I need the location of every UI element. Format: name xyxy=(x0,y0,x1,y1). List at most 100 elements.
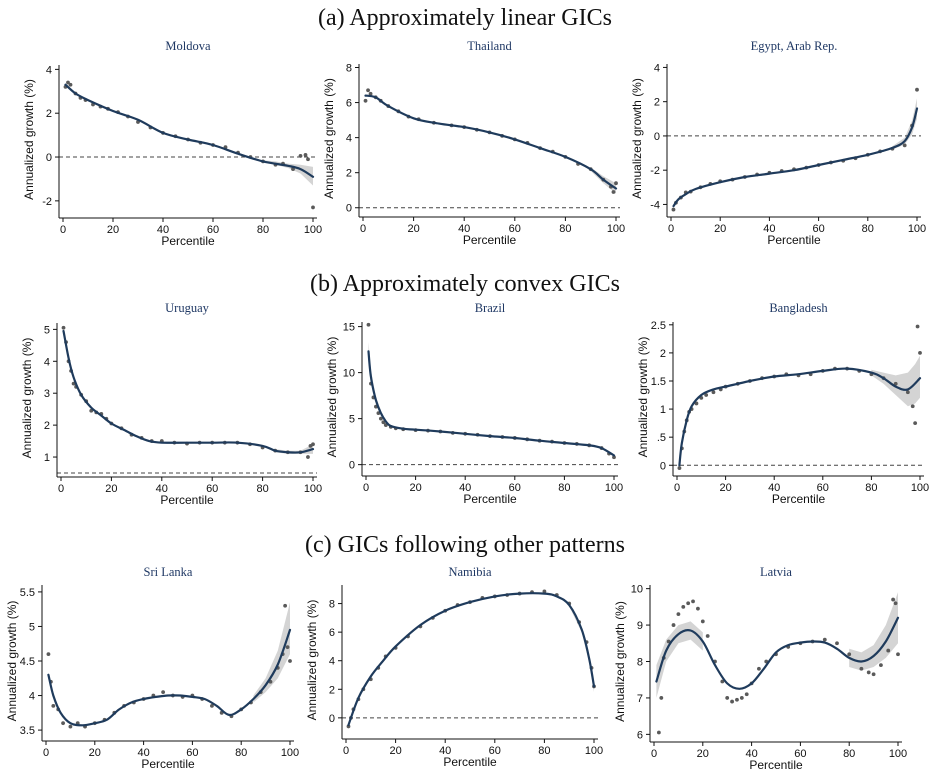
y-axis-label: Annualized growth (%) xyxy=(322,78,336,199)
fit-line xyxy=(347,592,596,727)
confidence-band xyxy=(263,160,313,186)
y-tick-label: 5 xyxy=(349,414,355,426)
x-tick-label: 60 xyxy=(509,482,521,494)
fit-line xyxy=(655,616,900,690)
y-tick-label: 4 xyxy=(44,356,50,368)
x-axis-label: Percentile xyxy=(463,492,517,506)
data-point xyxy=(893,601,898,606)
data-point xyxy=(68,724,73,729)
x-tick-label: 80 xyxy=(559,223,571,235)
data-point xyxy=(725,696,730,700)
data-point xyxy=(902,143,907,148)
y-tick-label: .5 xyxy=(657,432,666,444)
x-tick-label: 80 xyxy=(865,482,877,494)
x-tick-label: 20 xyxy=(107,224,119,236)
y-tick-label: -2 xyxy=(42,196,52,208)
x-tick-label: 100 xyxy=(889,748,907,760)
y-tick-label: 8 xyxy=(637,657,643,669)
x-tick-label: 80 xyxy=(256,483,268,495)
panel-title: Latvia xyxy=(760,565,792,579)
data-point xyxy=(51,704,56,708)
confidence-band xyxy=(871,355,920,407)
y-tick-label: 4 xyxy=(46,64,52,76)
data-point xyxy=(66,80,70,85)
x-tick-label: 80 xyxy=(235,747,247,759)
data-point xyxy=(871,672,876,677)
section-title-b: (b) Approximately convex GICs xyxy=(310,271,620,297)
x-tick-label: 60 xyxy=(186,747,198,759)
fit-line xyxy=(364,94,618,190)
data-point xyxy=(677,466,682,470)
data-point xyxy=(283,603,288,608)
data-point xyxy=(720,679,725,684)
data-point xyxy=(896,652,900,657)
y-tick-label: 5 xyxy=(29,621,35,633)
data-point xyxy=(735,697,739,702)
y-tick-label: 8 xyxy=(329,599,335,611)
x-tick-label: 100 xyxy=(908,223,926,235)
data-point xyxy=(730,699,734,704)
x-tick-label: 40 xyxy=(156,483,168,495)
data-point xyxy=(705,634,710,638)
y-tick-label: 2 xyxy=(44,420,50,432)
section-title-a: (a) Approximately linear GICs xyxy=(318,5,612,31)
y-tick-label: 8 xyxy=(346,63,352,75)
data-point xyxy=(891,597,896,602)
data-point xyxy=(671,623,676,627)
data-point xyxy=(910,404,915,409)
data-point xyxy=(68,82,73,87)
panel-title: Uruguay xyxy=(165,301,209,315)
x-tick-label: 60 xyxy=(489,745,501,757)
data-point xyxy=(757,666,761,671)
y-tick-label: 4 xyxy=(346,133,352,145)
data-point xyxy=(210,704,214,708)
panel-title: Thailand xyxy=(467,39,512,53)
data-point xyxy=(704,393,709,397)
data-point xyxy=(161,690,166,694)
y-tick-label: -4 xyxy=(650,199,660,211)
panel-thailand: Thailand 0 20 40 60 80 100 0 2 4 6 8 Percentile Annua… xyxy=(322,39,625,247)
x-tick-label: 20 xyxy=(105,483,117,495)
data-point xyxy=(288,659,292,663)
panel-uruguay: Uruguay 0 20 40 60 80 100 1 2 3 4 5 Percentile Annual… xyxy=(20,301,322,507)
x-tick-label: 0 xyxy=(668,223,674,235)
data-point xyxy=(744,692,749,697)
x-tick-label: 40 xyxy=(768,482,780,494)
data-point xyxy=(835,641,839,646)
y-tick-label: 10 xyxy=(631,584,643,596)
panel-egypt-arab-rep: Egypt, Arab Rep. 0 20 40 60 80 100 -4 -2 0 2 4 Perce… xyxy=(630,39,926,247)
x-tick-label: 100 xyxy=(304,483,322,495)
data-point xyxy=(303,152,308,157)
fit-line xyxy=(367,350,616,457)
confidence-band xyxy=(849,592,898,671)
y-tick-label: 6 xyxy=(346,98,352,110)
x-tick-label: 80 xyxy=(862,223,874,235)
y-tick-label: 2 xyxy=(660,348,666,360)
x-axis-label: Percentile xyxy=(161,234,215,248)
data-point xyxy=(918,350,922,355)
fit-line xyxy=(64,83,315,178)
x-tick-label: 0 xyxy=(58,483,64,495)
x-tick-label: 40 xyxy=(763,223,775,235)
data-point xyxy=(915,87,919,92)
data-point xyxy=(671,207,676,212)
data-point xyxy=(859,666,864,671)
data-point xyxy=(61,721,65,726)
x-tick-label: 40 xyxy=(745,748,757,760)
x-axis-label: Percentile xyxy=(443,755,497,769)
data-point xyxy=(879,663,883,668)
x-tick-label: 0 xyxy=(60,224,66,236)
x-tick-label: 0 xyxy=(43,747,49,759)
y-tick-label: 6 xyxy=(637,729,643,741)
y-tick-label: 4.5 xyxy=(20,656,35,668)
x-axis-label: Percentile xyxy=(772,492,826,506)
x-tick-label: 100 xyxy=(607,223,625,235)
x-tick-label: 40 xyxy=(439,745,451,757)
x-tick-label: 60 xyxy=(509,223,521,235)
panel-latvia: Latvia 0 20 40 60 80 100 6 7 8 9 10 Percentile Annual… xyxy=(613,565,907,769)
y-tick-label: 3 xyxy=(44,388,50,400)
fit-line xyxy=(47,628,292,727)
y-tick-label: 3.5 xyxy=(20,725,35,737)
x-tick-label: 100 xyxy=(911,482,929,494)
